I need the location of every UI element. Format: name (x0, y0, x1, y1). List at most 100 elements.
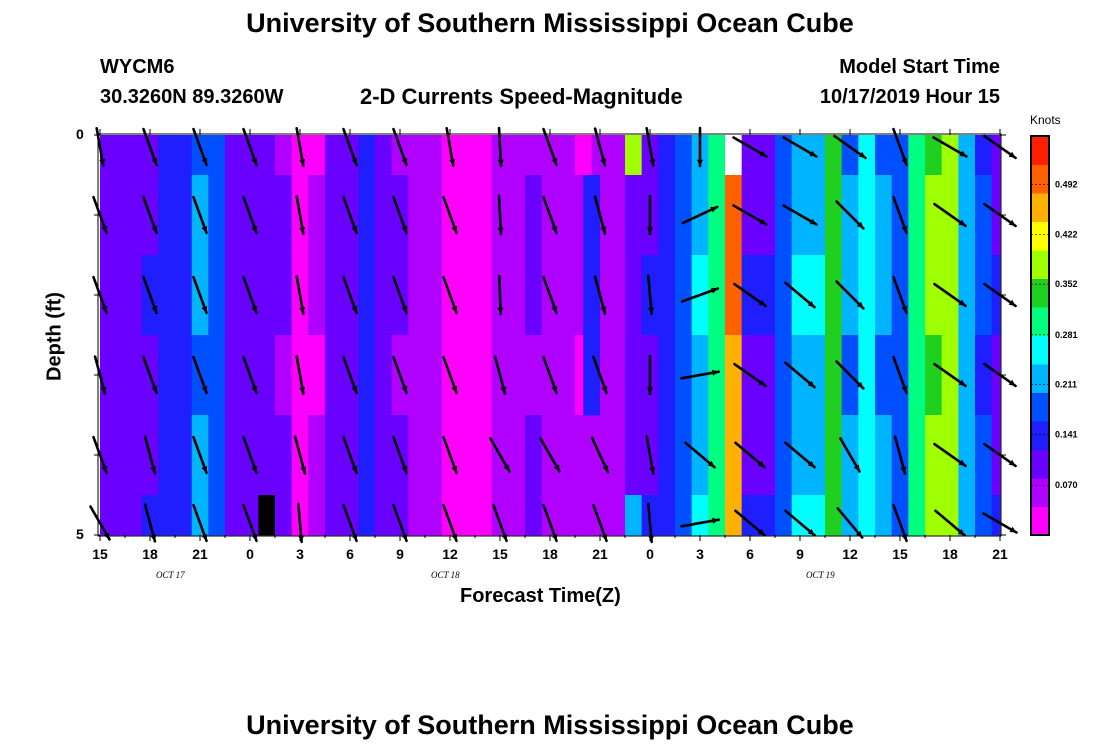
date-label-oct18: OCT 18 (431, 570, 460, 580)
current-vector (295, 274, 305, 316)
x-tick-label: 15 (92, 546, 108, 562)
heatmap-cell (583, 335, 600, 416)
heatmap-cell (425, 495, 443, 536)
heatmap-cell (558, 495, 576, 536)
heatmap-cell (875, 415, 893, 496)
heatmap-cell (608, 175, 626, 256)
heatmap-cell (708, 335, 726, 416)
heatmap-cell (475, 335, 493, 416)
heatmap-cell (708, 255, 726, 336)
heatmap-cell (775, 255, 793, 336)
heatmap-cell (775, 135, 793, 176)
heatmap-cell (325, 175, 343, 256)
heatmap-cell (358, 135, 376, 176)
heatmap-cell (258, 335, 276, 416)
heatmap-cell (858, 175, 876, 256)
current-vector-head (759, 218, 767, 225)
current-vector-head (757, 528, 765, 536)
heatmap-cell (558, 175, 576, 256)
y-tick-label-top: 0 (76, 126, 84, 142)
heatmap-cell (675, 495, 693, 536)
heatmap-cell (675, 255, 693, 336)
current-vector (192, 127, 208, 167)
current-vector (892, 275, 908, 315)
x-tick-label: 9 (796, 546, 804, 562)
heatmap-cell (825, 175, 843, 256)
heatmap-cell (108, 335, 126, 416)
heatmap-cell (975, 495, 993, 536)
current-vector-head (759, 150, 767, 157)
heatmap-cell (158, 335, 176, 416)
current-vector-head (856, 221, 864, 229)
heatmap-cell (191, 135, 209, 176)
heatmap-cell (825, 495, 843, 536)
heatmap-cell (675, 415, 693, 496)
current-vector-head (807, 380, 815, 388)
heatmap-cell (308, 255, 326, 336)
x-tick-label: 6 (346, 546, 354, 562)
heatmap-cell (408, 175, 426, 256)
heatmap-cell (908, 415, 926, 496)
heatmap-cell (425, 255, 443, 336)
heatmap-cell (675, 135, 693, 176)
heatmap-cell (425, 415, 443, 496)
heatmap-cell (575, 415, 593, 496)
date-label-oct17: OCT 17 (156, 570, 185, 580)
heatmap-cell (325, 415, 343, 496)
heatmap-cell (100, 495, 109, 536)
heatmap-cell (100, 335, 109, 416)
current-vector (142, 127, 158, 167)
heatmap-cell (358, 255, 376, 336)
current-vector (933, 442, 967, 468)
current-vector (782, 136, 818, 158)
heatmap-cell (608, 495, 626, 536)
current-vector-head (497, 307, 504, 314)
current-vector-head (201, 305, 208, 313)
heatmap-cell (758, 495, 776, 536)
current-vector (342, 503, 358, 543)
colorbar-tick-label: 0.141 (1055, 430, 1078, 440)
heatmap-cell (175, 495, 193, 536)
heatmap-cell (825, 335, 843, 416)
model-start-time: 10/17/2019 Hour 15 (819, 86, 1000, 108)
heatmap-cell (958, 255, 976, 336)
heatmap-cell (525, 255, 543, 336)
current-vector-head (758, 299, 766, 306)
current-vector-head (853, 464, 860, 472)
heatmap-cell (125, 255, 143, 336)
heatmap-cell (108, 495, 126, 536)
heatmap-cell (408, 495, 426, 536)
heatmap-cell (375, 415, 393, 496)
current-vector-head (300, 466, 307, 474)
heatmap-cell (308, 335, 326, 416)
heatmap-cell (158, 175, 176, 256)
colorbar-unit: Knots (1030, 113, 1061, 127)
heatmap-cell (525, 135, 543, 176)
heatmap-cell (458, 415, 476, 496)
colorbar-segment (1031, 250, 1049, 279)
heatmap-cell (658, 255, 676, 336)
current-vector-head (351, 305, 358, 313)
colorbar-tick-label: 0.492 (1055, 179, 1078, 189)
current-vector (839, 437, 861, 473)
current-vector-head (401, 465, 408, 473)
current-vector-head (710, 206, 718, 213)
current-vector (295, 194, 305, 236)
current-vector-head (959, 150, 967, 157)
heatmap-cell (475, 495, 493, 536)
heatmap-cell (125, 135, 143, 176)
heatmap-cell (325, 495, 343, 536)
current-vector-head (600, 306, 607, 314)
current-vector (680, 287, 720, 303)
heatmap-cell (191, 495, 209, 536)
heatmap-cell (175, 415, 193, 496)
heatmap-cell (258, 175, 276, 256)
current-vector (192, 503, 208, 543)
heatmap-cell (625, 335, 643, 416)
heatmap-cell (658, 135, 676, 176)
current-vector-head (710, 287, 718, 294)
heatmap-cell (625, 255, 643, 336)
heatmap-cell (725, 135, 743, 176)
heatmap-cell (525, 495, 543, 536)
heatmap-cell (758, 255, 776, 336)
